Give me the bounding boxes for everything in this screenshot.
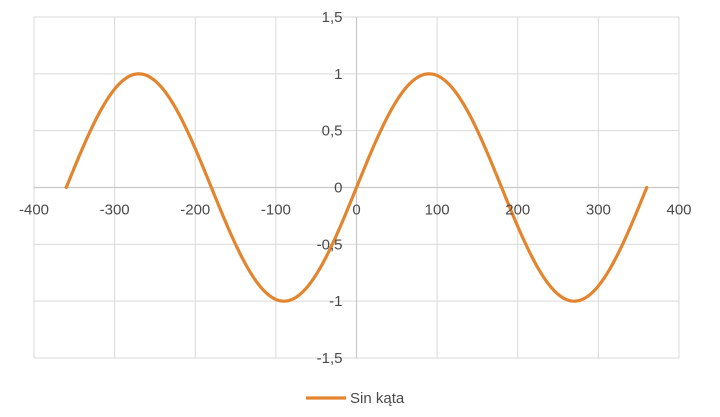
x-tick-label: -100 xyxy=(261,202,291,219)
x-tick-label: -300 xyxy=(100,202,130,219)
series-layer xyxy=(64,72,649,303)
x-tick-label: -400 xyxy=(19,202,49,219)
series-line-sin-kata xyxy=(64,72,649,303)
x-tick-label: 400 xyxy=(666,202,691,219)
tick-labels: -400 -300 -200 -100 0 100 200 300 400 -1,5 -1 -0,5 0… xyxy=(19,9,692,367)
x-tick-label: -200 xyxy=(180,202,210,219)
y-tick-label: -1,5 xyxy=(317,350,343,367)
legend-label: Sin kąta xyxy=(350,390,405,407)
y-tick-label: 0,5 xyxy=(322,123,343,140)
x-tick-label: 0 xyxy=(352,202,360,219)
y-tick-label: -1 xyxy=(329,293,342,310)
y-tick-label: -0,5 xyxy=(317,236,343,253)
x-tick-label: 100 xyxy=(425,202,450,219)
y-tick-label: 1 xyxy=(334,66,342,83)
x-tick-label: 200 xyxy=(505,202,530,219)
legend: Sin kąta xyxy=(306,390,405,407)
y-tick-label: 1,5 xyxy=(322,9,343,26)
y-tick-label: 0 xyxy=(334,180,342,197)
x-tick-label: 300 xyxy=(586,202,611,219)
